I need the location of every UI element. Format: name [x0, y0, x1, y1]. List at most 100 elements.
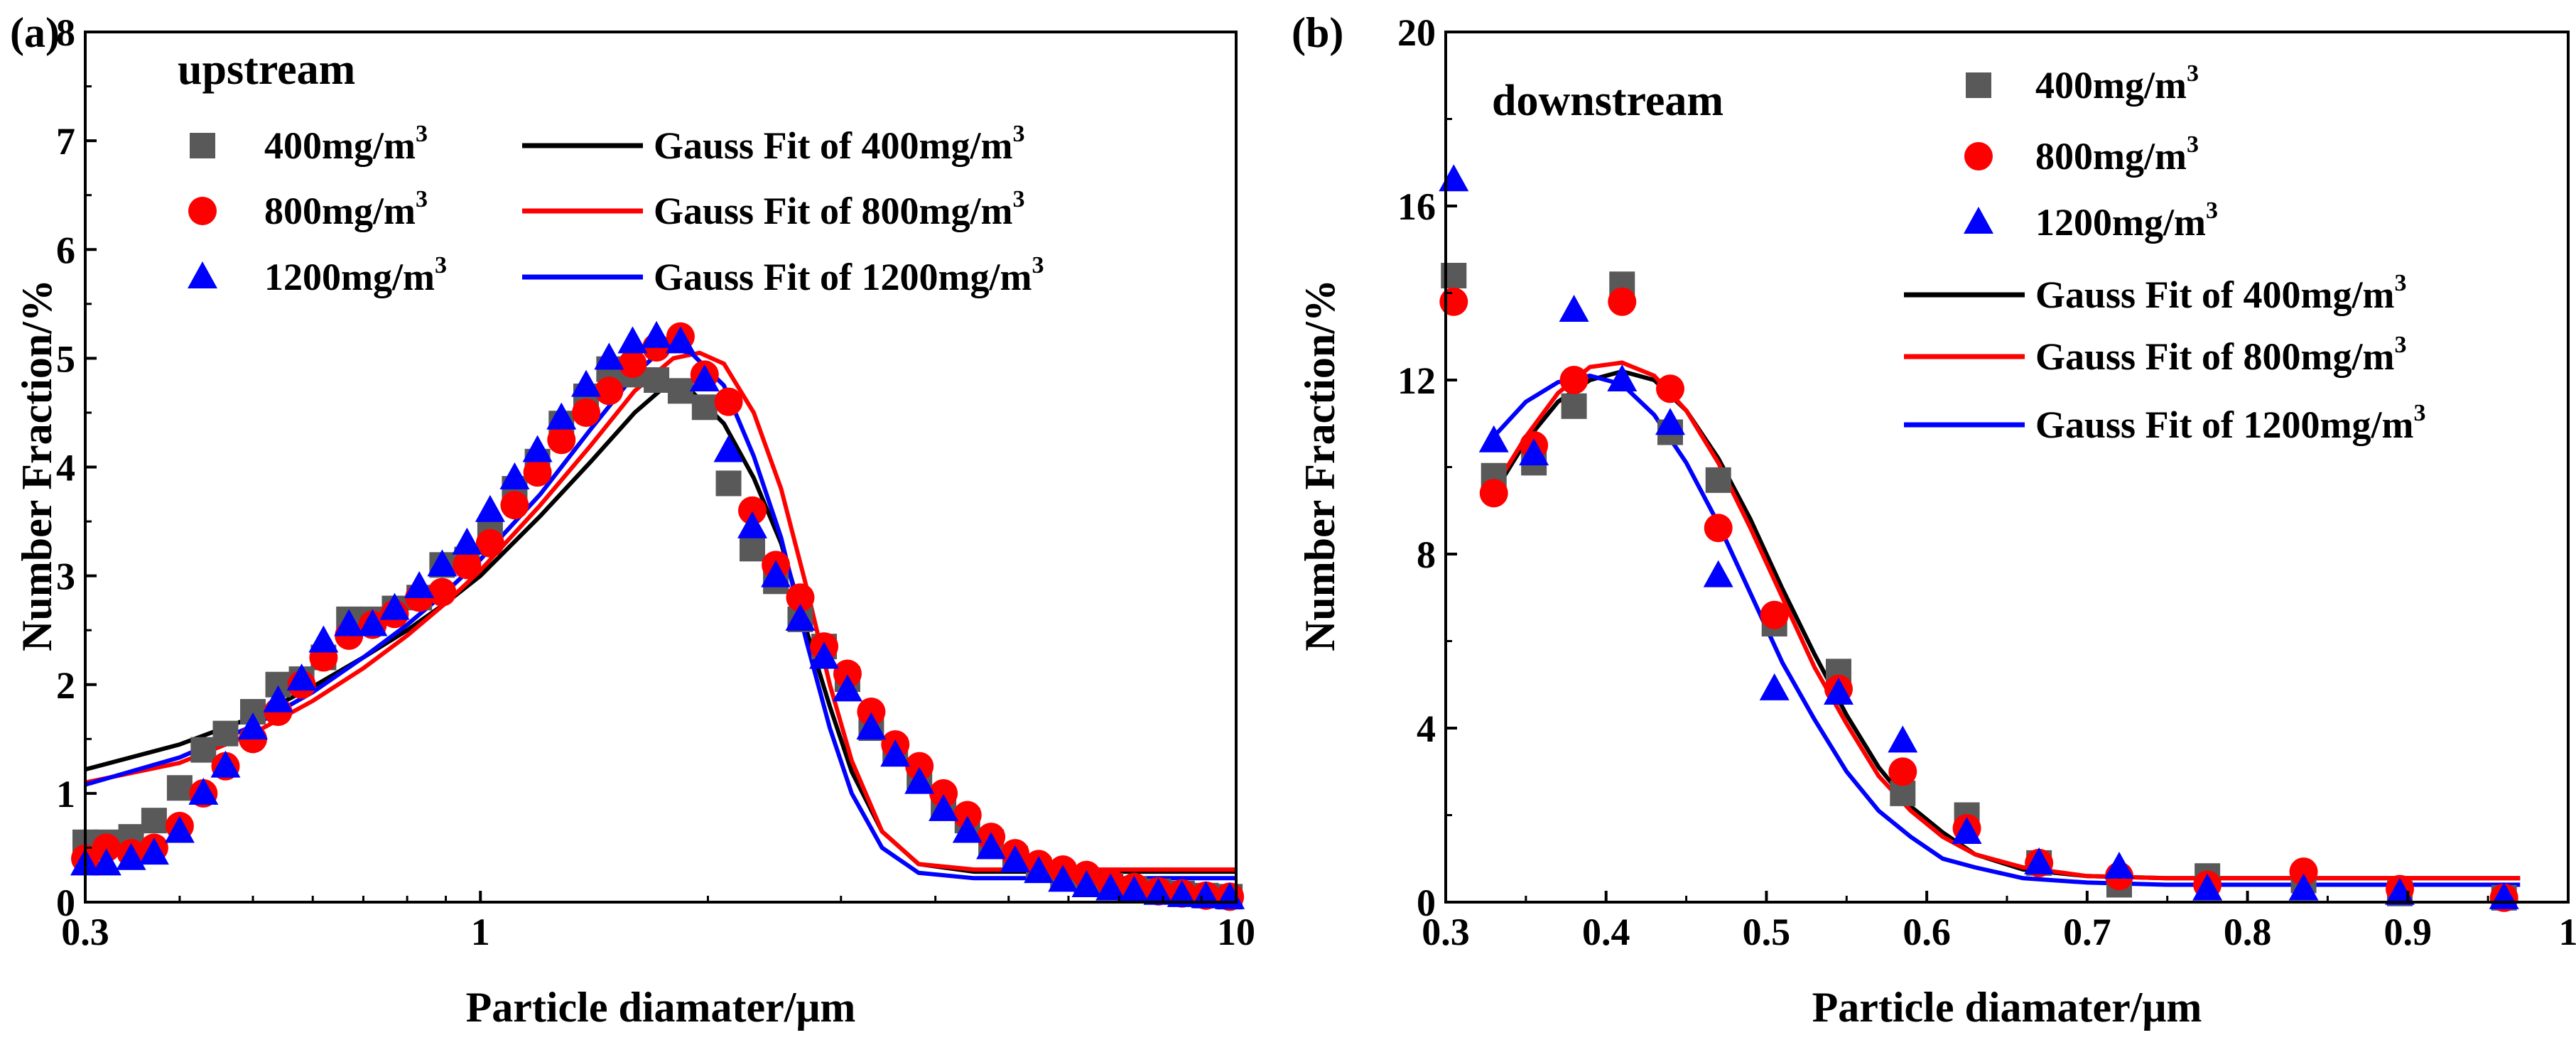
data-point-square — [166, 775, 193, 801]
y-tick-label: 1 — [56, 773, 75, 815]
legend-item: 1200mg/m3 — [188, 252, 447, 298]
data-point-triangle — [1519, 438, 1549, 466]
panel-a-subtitle: upstream — [178, 45, 355, 94]
data-point-triangle — [1952, 817, 1982, 844]
legend-label: Gauss Fit of 800mg/m3 — [2035, 332, 2407, 378]
data-point-triangle — [785, 603, 816, 631]
panel-b-x-axis: 0.3 0.4 0.5 0.6 0.7 0.8 0.9 1 — [1422, 891, 2576, 953]
legend-label: 800mg/m3 — [2035, 131, 2199, 178]
fit-line-4 — [1492, 360, 2521, 881]
panel-a-x-axis-title: Particle diamater/μm — [466, 984, 856, 1031]
x-tick-label: 0.5 — [1743, 911, 1791, 953]
panel-a-legend: 400mg/m3 800mg/m3 1200mg/m3 Gauss Fit of 40… — [188, 121, 1044, 298]
x-tick-label: 0.3 — [61, 911, 109, 953]
legend-item: 400mg/m3 — [190, 121, 428, 167]
legend-item: 800mg/m3 — [188, 186, 428, 232]
data-point-triangle — [1024, 856, 1054, 884]
data-point-triangle — [379, 592, 410, 620]
data-point-circle — [786, 583, 815, 612]
data-point-circle — [1760, 600, 1789, 629]
panel-a-fit-lines — [85, 345, 1236, 881]
legend-marker-swatch — [190, 133, 215, 158]
data-point-triangle — [404, 570, 435, 598]
y-tick-label: 16 — [1397, 185, 1436, 228]
data-point-circle — [453, 551, 482, 580]
data-point-triangle — [761, 560, 791, 587]
data-point-circle — [929, 779, 958, 808]
panel-a-data-points — [70, 320, 1245, 911]
legend-item: 400mg/m3 — [1966, 60, 2199, 107]
y-tick-label: 12 — [1397, 359, 1436, 402]
legend-item: Gauss Fit of 400mg/m3 — [1904, 270, 2407, 316]
legend-marker-swatch — [188, 261, 217, 288]
fit-line-4 — [85, 350, 1236, 872]
legend-label: 400mg/m3 — [2035, 60, 2199, 107]
data-point-circle — [1888, 757, 1917, 786]
y-tick-label: 20 — [1397, 11, 1436, 54]
data-point-circle — [428, 578, 457, 607]
legend-item: Gauss Fit of 1200mg/m3 — [522, 252, 1044, 298]
panel-a-upstream: (a) upstream 0 1 2 3 4 5 6 7 8 0.3 1 10 Particle d… — [10, 9, 1255, 1031]
data-point-circle — [523, 458, 552, 487]
panel-b-data-points — [1439, 164, 2519, 912]
panel-b-y-axis-title: Number Fraction/% — [1297, 279, 1343, 651]
x-tick-label: 1 — [2559, 911, 2576, 953]
y-tick-label: 3 — [56, 555, 75, 598]
y-tick-label: 0 — [1417, 882, 1436, 924]
panel-b-label: (b) — [1292, 9, 1343, 56]
data-point-triangle — [1888, 725, 1918, 753]
x-tick-label: 10 — [1217, 911, 1255, 953]
data-point-circle — [905, 752, 934, 781]
panel-b-plot-frame — [1444, 31, 2570, 904]
data-point-square — [1561, 393, 1587, 419]
data-point-circle — [2289, 857, 2318, 887]
data-point-circle — [1439, 287, 1468, 316]
data-point-triangle — [116, 842, 146, 870]
legend-item: 800mg/m3 — [1964, 131, 2199, 178]
data-point-triangle — [452, 527, 482, 555]
y-tick-label: 7 — [56, 120, 75, 163]
fit-line-3 — [1492, 369, 2521, 881]
data-point-triangle — [427, 549, 458, 577]
legend-label: Gauss Fit of 1200mg/m3 — [654, 252, 1044, 298]
y-tick-label: 5 — [56, 337, 75, 380]
y-tick-label: 8 — [1417, 533, 1436, 576]
data-point-triangle — [665, 326, 696, 354]
data-point-circle — [1608, 287, 1637, 316]
legend-marker-swatch — [188, 197, 217, 225]
panel-b-legend: 400mg/m3 800mg/m3 1200mg/m3 Gauss Fit of 40… — [1904, 60, 2426, 446]
data-point-triangle — [1607, 364, 1638, 391]
data-point-triangle — [1071, 870, 1102, 898]
legend-marker-swatch — [1964, 207, 1993, 234]
y-tick-label: 4 — [1417, 708, 1436, 750]
x-tick-label: 0.4 — [1582, 911, 1630, 953]
data-point-triangle — [164, 815, 195, 843]
legend-label: Gauss Fit of 400mg/m3 — [654, 121, 1025, 167]
x-tick-label: 0.6 — [1903, 911, 1951, 953]
legend-label: Gauss Fit of 400mg/m3 — [2035, 270, 2407, 316]
data-point-triangle — [1167, 879, 1197, 907]
data-point-square — [141, 808, 167, 834]
y-tick-label: 2 — [56, 664, 75, 707]
data-point-triangle — [737, 511, 768, 538]
x-tick-label: 0.3 — [1422, 911, 1470, 953]
legend-item: Gauss Fit of 800mg/m3 — [1904, 332, 2407, 378]
x-tick-label: 0.9 — [2384, 911, 2432, 953]
data-point-triangle — [832, 674, 862, 702]
data-point-triangle — [499, 462, 530, 489]
data-point-circle — [92, 833, 121, 862]
data-point-circle — [475, 528, 504, 558]
data-point-square — [644, 367, 670, 393]
panel-a-y-axis-title: Number Fraction/% — [13, 279, 60, 651]
legend-label: Gauss Fit of 800mg/m3 — [654, 186, 1025, 232]
data-point-triangle — [571, 369, 602, 397]
y-tick-label: 4 — [56, 447, 75, 489]
legend-item: Gauss Fit of 400mg/m3 — [522, 121, 1025, 167]
data-point-triangle — [475, 494, 505, 522]
data-point-square — [190, 737, 217, 763]
data-point-triangle — [237, 712, 268, 739]
data-point-triangle — [809, 641, 840, 669]
fit-line-3 — [85, 383, 1236, 874]
data-point-circle — [547, 425, 576, 455]
legend-label: 400mg/m3 — [264, 121, 428, 167]
